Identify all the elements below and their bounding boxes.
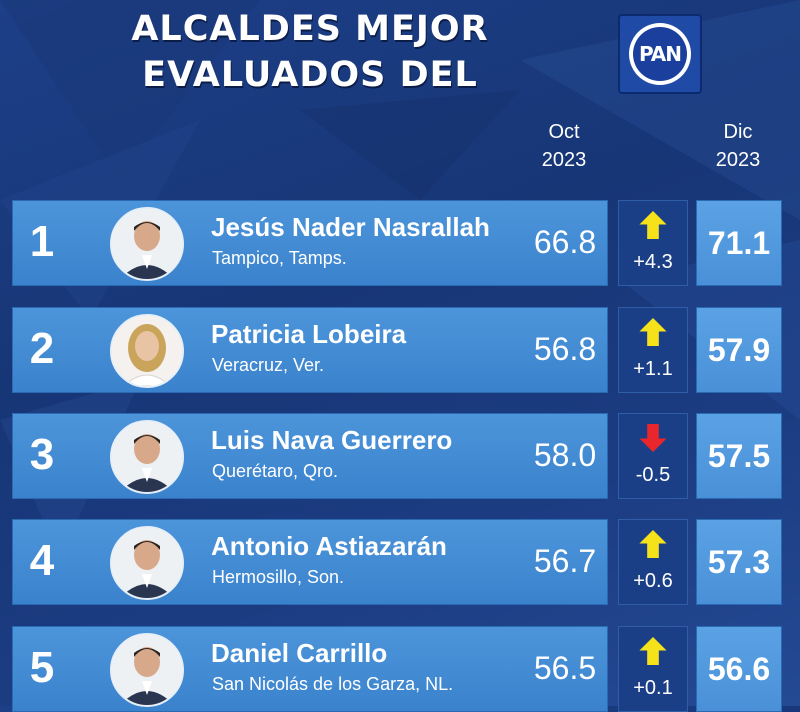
man-portrait-icon	[110, 420, 184, 494]
dic-score: 57.3	[696, 519, 782, 605]
arrow-up-icon	[639, 210, 667, 240]
man-portrait-icon	[110, 633, 184, 707]
change-box: +4.3	[618, 200, 688, 286]
change-box: +1.1	[618, 307, 688, 393]
mayor-row: 5 Daniel Carrillo San Nicolás de los Gar…	[0, 626, 800, 712]
man-portrait-icon	[110, 207, 184, 281]
mayor-city: San Nicolás de los Garza, NL.	[212, 674, 454, 694]
mayor-city: Hermosillo, Son.	[212, 567, 345, 587]
column-header-dic-year: 2023	[715, 149, 761, 171]
change-box: +0.1	[618, 626, 688, 712]
change-value: +4.3	[633, 251, 673, 273]
change-box: -0.5	[618, 413, 688, 499]
arrow-down-icon	[639, 423, 667, 453]
rank-number: 1	[29, 217, 55, 266]
mayor-name: Luis Nava Guerrero	[211, 425, 453, 455]
oct-score: 66.8	[533, 223, 597, 260]
rank-number: 2	[29, 324, 55, 373]
man-portrait-icon	[110, 526, 184, 600]
arrow-up-icon	[639, 317, 667, 347]
oct-score: 58.0	[533, 436, 597, 473]
column-header-oct-month: Oct	[548, 121, 580, 143]
rank-number: 4	[29, 536, 55, 585]
arrow-up-icon	[639, 636, 667, 666]
change-value: +0.1	[633, 677, 673, 699]
dic-score: 57.5	[696, 413, 782, 499]
change-box: +0.6	[618, 519, 688, 605]
dic-score: 57.9	[696, 307, 782, 393]
title-line-2: EVALUADOS DEL	[142, 55, 478, 95]
oct-score: 56.7	[533, 542, 597, 579]
column-header-oct-year: 2023	[541, 149, 587, 171]
pan-logo: PAN	[618, 14, 702, 94]
page-title: ALCALDES MEJOR EVALUADOS DEL	[120, 6, 500, 98]
oct-score: 56.8	[533, 330, 597, 367]
mayor-name: Jesús Nader Nasrallah	[211, 212, 490, 242]
mayor-row: 1 Jesús Nader Nasrallah Tampico, Tamps. …	[0, 200, 800, 286]
column-header-oct: Oct 2023	[519, 118, 609, 174]
mayor-row: 4 Antonio Astiazarán Hermosillo, Son. 56…	[0, 519, 800, 605]
mayor-city: Veracruz, Ver.	[212, 355, 325, 375]
mayor-city: Tampico, Tamps.	[212, 248, 347, 268]
mayor-name: Antonio Astiazarán	[211, 531, 447, 561]
change-value: -0.5	[635, 464, 671, 486]
change-value: +0.6	[633, 570, 673, 592]
dic-score: 56.6	[696, 626, 782, 712]
rank-number: 3	[29, 430, 55, 479]
rank-number: 5	[29, 643, 55, 692]
woman-portrait-icon	[110, 314, 184, 388]
title-line-1: ALCALDES MEJOR	[131, 9, 489, 49]
column-header-dic-month: Dic	[723, 121, 753, 143]
column-header-dic: Dic 2023	[693, 118, 783, 174]
change-value: +1.1	[633, 358, 673, 380]
pan-logo-text: PAN	[633, 27, 687, 81]
mayor-row: 3 Luis Nava Guerrero Querétaro, Qro. 58.…	[0, 413, 800, 499]
oct-score: 56.5	[533, 649, 597, 686]
arrow-up-icon	[639, 529, 667, 559]
mayor-name: Daniel Carrillo	[211, 638, 388, 668]
mayor-city: Querétaro, Qro.	[212, 461, 339, 481]
dic-score: 71.1	[696, 200, 782, 286]
mayor-name: Patricia Lobeira	[211, 319, 407, 349]
mayor-row: 2 Patricia Lobeira Veracruz, Ver. 56.8 +…	[0, 307, 800, 393]
